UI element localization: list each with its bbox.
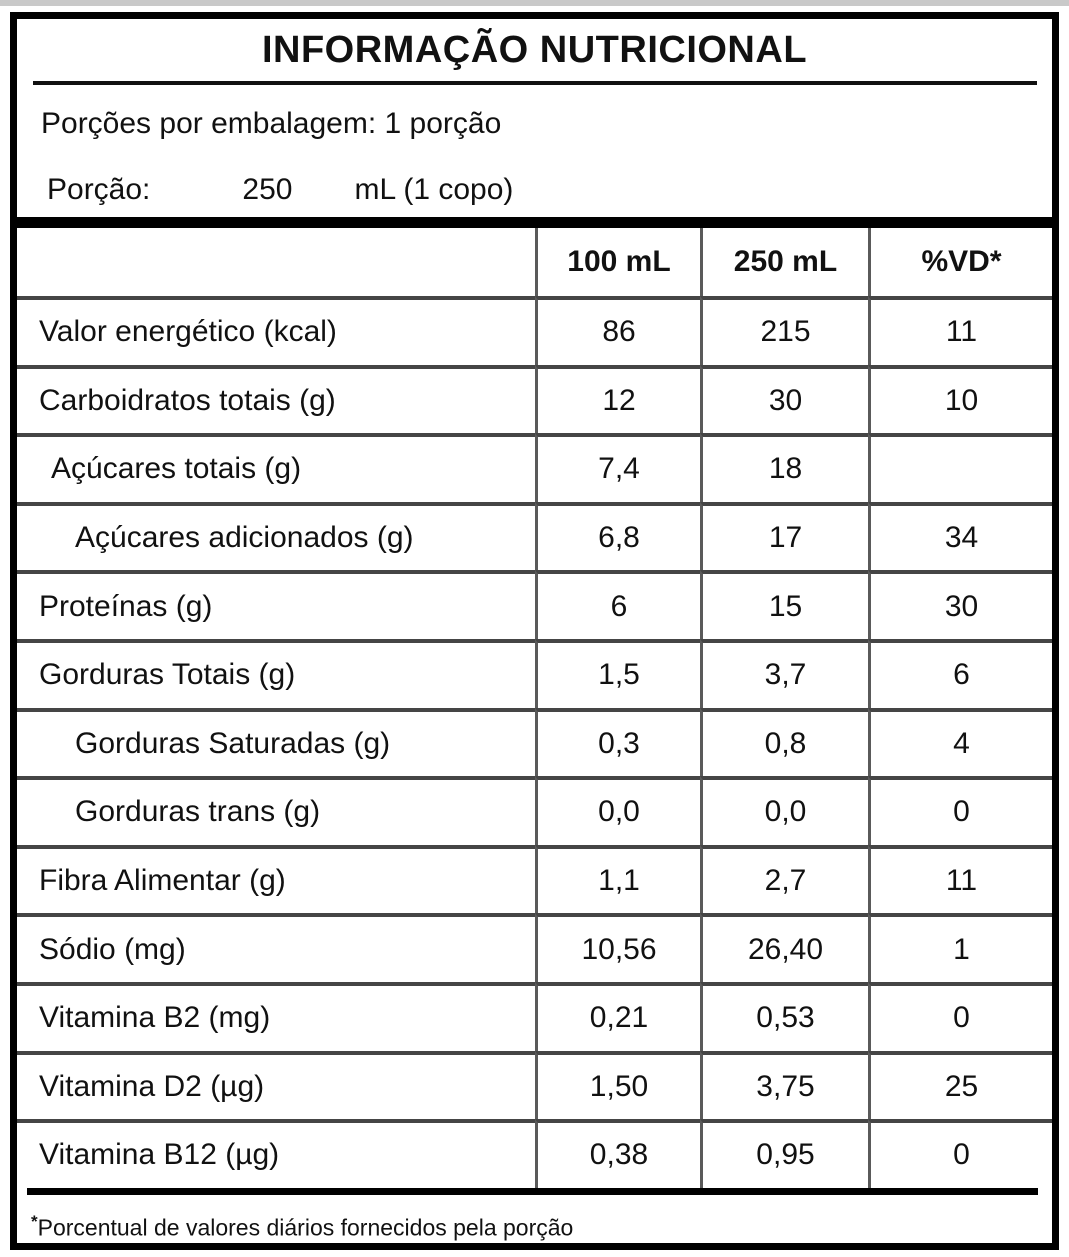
- row-label: Gorduras Totais (g): [17, 638, 535, 708]
- page-top-strip: [0, 0, 1069, 6]
- row-value-100ml: 6: [535, 570, 700, 639]
- row-value-100ml: 1,1: [535, 844, 700, 914]
- row-label: Valor energético (kcal): [17, 296, 535, 365]
- row-value-vd: 10: [868, 364, 1052, 434]
- row-value-100ml: 7,4: [535, 433, 700, 502]
- row-value-250ml: 215: [700, 296, 868, 365]
- row-value-vd: 6: [868, 638, 1052, 708]
- column-header-100ml: 100 mL: [535, 228, 700, 296]
- row-value-vd: 0: [868, 1119, 1052, 1188]
- serving-size-unit: mL (1 copo): [354, 173, 514, 206]
- row-value-100ml: 6,8: [535, 501, 700, 571]
- row-value-vd: 0: [868, 981, 1052, 1051]
- row-label: Vitamina D2 (µg): [17, 1050, 535, 1120]
- row-label: Fibra Alimentar (g): [17, 844, 535, 914]
- row-value-250ml: 0,95: [700, 1119, 868, 1188]
- row-value-vd: 1: [868, 913, 1052, 982]
- row-value-250ml: 15: [700, 570, 868, 639]
- row-value-100ml: 12: [535, 364, 700, 434]
- row-value-250ml: 2,7: [700, 844, 868, 914]
- row-value-100ml: 1,5: [535, 638, 700, 708]
- row-value-100ml: 1,50: [535, 1050, 700, 1120]
- row-value-100ml: 86: [535, 296, 700, 365]
- row-value-100ml: 0,0: [535, 776, 700, 845]
- row-value-100ml: 0,38: [535, 1119, 700, 1188]
- row-value-vd: 11: [868, 296, 1052, 365]
- footnote-divider-bar: [27, 1187, 1038, 1195]
- row-value-vd: 4: [868, 707, 1052, 777]
- serving-size-amount: 250: [242, 173, 293, 206]
- title-underline: [33, 81, 1037, 85]
- row-value-vd: 34: [868, 501, 1052, 571]
- column-header-250ml: 250 mL: [700, 228, 868, 296]
- footnote: *Porcentual de valores diários fornecido…: [31, 1208, 1052, 1242]
- column-header-nutrient: [17, 228, 535, 296]
- row-value-vd: 30: [868, 570, 1052, 639]
- row-value-100ml: 0,21: [535, 981, 700, 1051]
- nutrition-label: INFORMAÇÃO NUTRICIONAL Porções por embal…: [10, 12, 1059, 1250]
- row-label: Gorduras Saturadas (g): [17, 707, 535, 777]
- servings-per-package: Porções por embalagem: 1 porção: [41, 107, 502, 140]
- row-value-250ml: 3,75: [700, 1050, 868, 1120]
- row-value-vd: 0: [868, 776, 1052, 845]
- header-divider-bar: [17, 217, 1052, 228]
- row-label: Proteínas (g): [17, 570, 535, 639]
- serving-size-line: Porção: 250 mL (1 copo): [47, 173, 1052, 207]
- row-value-250ml: 26,40: [700, 913, 868, 982]
- row-value-250ml: 3,7: [700, 638, 868, 708]
- column-header-vd: %VD*: [868, 228, 1052, 296]
- row-label: Açúcares adicionados (g): [17, 501, 535, 571]
- row-value-250ml: 0,8: [700, 707, 868, 777]
- row-label: Gorduras trans (g): [17, 776, 535, 845]
- row-value-vd: 11: [868, 844, 1052, 914]
- row-value-100ml: 0,3: [535, 707, 700, 777]
- row-value-250ml: 30: [700, 364, 868, 434]
- row-label: Vitamina B2 (mg): [17, 981, 535, 1051]
- row-value-vd: [868, 433, 1052, 502]
- row-label: Vitamina B12 (µg): [17, 1119, 535, 1188]
- label-title: INFORMAÇÃO NUTRICIONAL: [261, 29, 808, 71]
- row-value-250ml: 0,0: [700, 776, 868, 845]
- row-label: Sódio (mg): [17, 913, 535, 982]
- footnote-asterisk: *: [31, 1211, 38, 1231]
- row-value-250ml: 18: [700, 433, 868, 502]
- row-value-100ml: 10,56: [535, 913, 700, 982]
- row-value-vd: 25: [868, 1050, 1052, 1120]
- row-value-250ml: 0,53: [700, 981, 868, 1051]
- row-label: Carboidratos totais (g): [17, 364, 535, 434]
- nutrition-table: 100 mL 250 mL %VD* Valor energético (kca…: [17, 228, 1052, 1188]
- row-value-250ml: 17: [700, 501, 868, 571]
- serving-size-label: Porção:: [47, 173, 151, 206]
- footnote-text: Porcentual de valores diários fornecidos…: [37, 1214, 574, 1241]
- row-label: Açúcares totais (g): [17, 433, 535, 502]
